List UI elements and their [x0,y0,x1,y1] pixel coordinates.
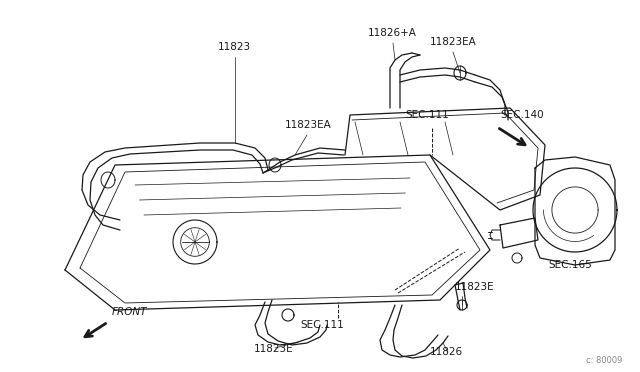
Text: SEC.140: SEC.140 [500,110,543,120]
Text: 11826: 11826 [430,347,463,357]
Text: c: 80009: c: 80009 [586,356,622,365]
Text: 11823E: 11823E [455,282,495,292]
Text: SEC.111: SEC.111 [405,110,449,120]
Text: FRONT: FRONT [112,307,147,317]
Text: 11826+A: 11826+A [368,28,417,38]
Text: SEC.111: SEC.111 [300,320,344,330]
Text: 11823EA: 11823EA [285,120,332,130]
Text: SEC.165: SEC.165 [548,260,592,270]
Text: 11823EA: 11823EA [430,37,477,47]
Text: 11823E: 11823E [254,344,294,354]
Text: 11823: 11823 [218,42,251,52]
